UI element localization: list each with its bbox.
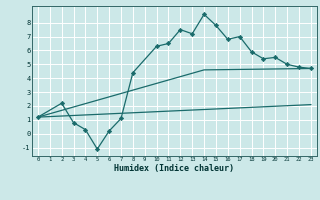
X-axis label: Humidex (Indice chaleur): Humidex (Indice chaleur): [115, 164, 234, 173]
